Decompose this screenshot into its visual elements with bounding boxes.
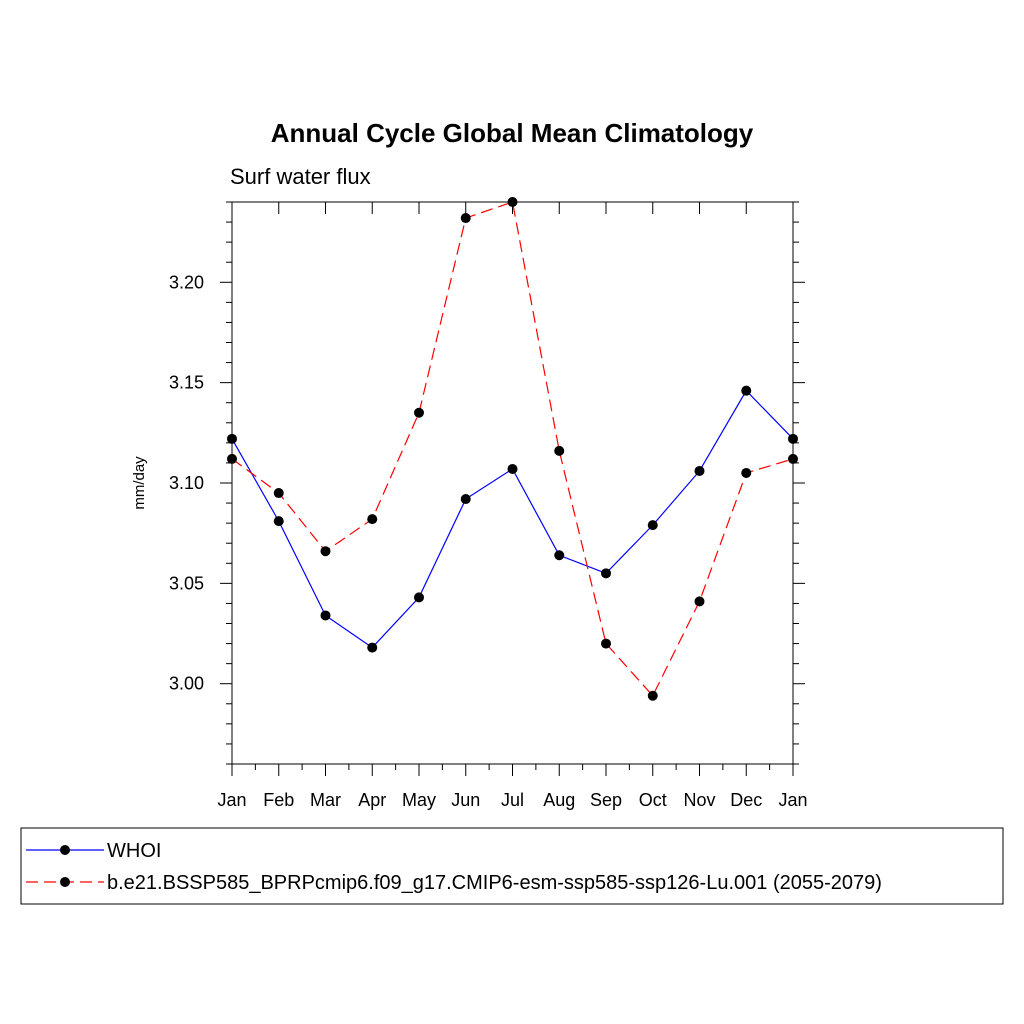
x-tick-label: Sep: [590, 790, 622, 810]
data-point: [554, 550, 565, 561]
y-tick-label: 3.00: [169, 674, 204, 694]
data-point: [647, 520, 658, 531]
data-point: [788, 433, 798, 444]
data-point: [788, 453, 798, 464]
x-tick-label: Dec: [730, 790, 762, 810]
series-layer: [227, 197, 798, 701]
data-point: [227, 433, 237, 444]
data-point: [414, 592, 424, 603]
x-tick-label: Oct: [639, 790, 667, 810]
plot-frame: [231, 201, 794, 765]
data-point: [320, 546, 331, 557]
data-point: [507, 463, 518, 474]
x-tick-labels: Jan Feb Mar Apr May Jun Jul Aug Sep Oct Nov Dec Jan: [217, 790, 807, 810]
data-point: [367, 642, 378, 653]
x-tick-label: Jul: [501, 790, 524, 810]
x-tick-label: Aug: [543, 790, 575, 810]
chart-subtitle: Surf water flux: [230, 164, 371, 189]
y-axis-label: mm/day: [131, 456, 148, 510]
x-tick-label: May: [402, 790, 436, 810]
data-point: [741, 467, 752, 478]
data-point: [227, 453, 237, 464]
series-1: [227, 197, 798, 701]
data-point: [414, 407, 424, 418]
data-point: [367, 514, 378, 525]
data-point: [694, 596, 705, 607]
legend-label: b.e21.BSSP585_BPRPcmip6.f09_g17.CMIP6-es…: [107, 872, 882, 894]
series-0: [227, 385, 798, 653]
legend: WHOI b.e21.BSSP585_BPRPcmip6.f09_g17.CMIP…: [26, 840, 882, 894]
y-tick-labels: 3.00 3.05 3.10 3.15 3.20: [169, 272, 204, 693]
x-tick-label: Mar: [310, 790, 341, 810]
legend-marker: [60, 845, 70, 855]
x-tick-label: Nov: [683, 790, 715, 810]
y-tick-label: 3.05: [169, 573, 204, 593]
x-tick-label: Apr: [358, 790, 386, 810]
x-tick-label: Jun: [451, 790, 480, 810]
legend-marker: [60, 877, 70, 887]
x-tick-label: Jan: [217, 790, 246, 810]
legend-label: WHOI: [107, 840, 161, 862]
data-point: [460, 494, 471, 505]
y-tick-label: 3.20: [169, 272, 204, 292]
x-tick-label: Feb: [263, 790, 294, 810]
x-tick-label: Jan: [778, 790, 807, 810]
data-point: [741, 385, 752, 396]
legend-box: [20, 827, 1004, 905]
data-point: [273, 488, 284, 499]
data-point: [273, 516, 284, 527]
data-point: [601, 638, 611, 649]
series-line: [231, 201, 794, 697]
data-point: [694, 465, 705, 476]
data-point: [320, 610, 331, 621]
data-point: [601, 568, 611, 579]
series-line: [231, 389, 794, 649]
data-point: [647, 690, 658, 701]
chart-title: Annual Cycle Global Mean Climatology: [271, 118, 754, 148]
y-tick-label: 3.15: [169, 373, 204, 393]
y-tick-label: 3.10: [169, 473, 204, 493]
data-point: [554, 445, 565, 456]
data-point: [460, 213, 471, 224]
data-point: [507, 197, 518, 207]
axis-ticks: [220, 201, 805, 776]
